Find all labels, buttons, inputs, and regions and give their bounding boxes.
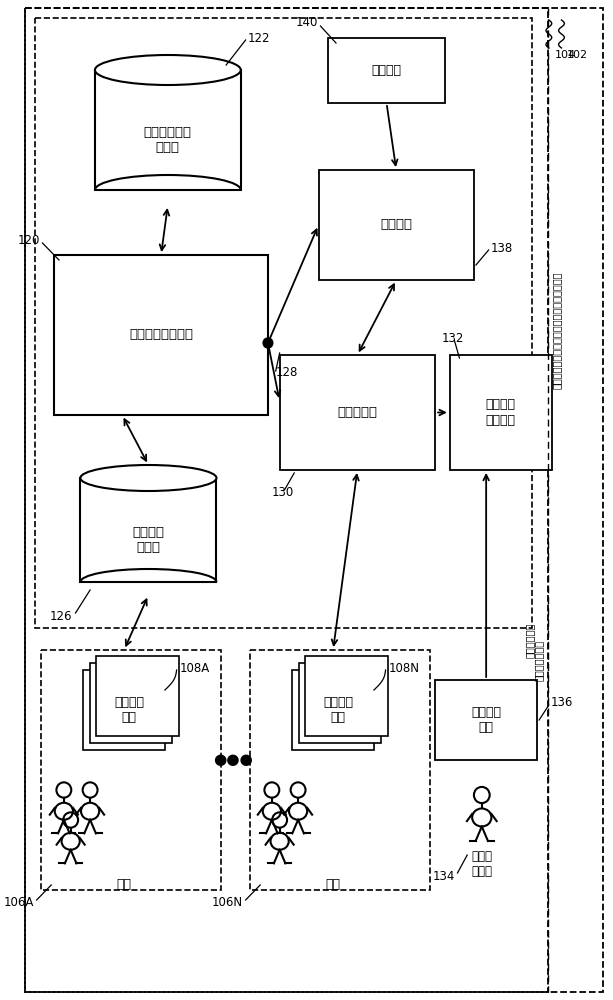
Text: 140: 140 [296,16,319,29]
Text: 租户计算
设备: 租户计算 设备 [323,696,353,724]
Bar [25,8,548,992]
Text: 关联服务: 关联服务 [380,219,413,232]
Text: 134: 134 [432,869,455,882]
Text: 120: 120 [18,233,40,246]
Text: 104: 104 [555,50,576,60]
Text: 云服务
工程师: 云服务 工程师 [471,850,492,878]
Text: 向用于关联和可视化的其他服务显露更新日志: 向用于关联和可视化的其他服务显露更新日志 [552,271,562,389]
Bar [80,478,216,582]
Text: 租户: 租户 [116,878,132,891]
Text: 分布式计算环境: 分布式计算环境 [534,639,544,681]
Text: 108N: 108N [389,662,419,674]
Text: 可视化服务: 可视化服务 [337,406,378,419]
Text: 138: 138 [490,241,513,254]
Bar [450,355,552,470]
Text: 128: 128 [276,366,298,379]
Text: 126: 126 [50,609,72,622]
Bar [42,650,221,890]
Bar [299,663,381,743]
Text: 130: 130 [272,487,294,499]
Bar [54,255,268,415]
Ellipse shape [95,55,241,85]
Bar [305,656,388,736]
Text: 租户计算
设备: 租户计算 设备 [114,696,144,724]
Text: 132: 132 [441,332,464,344]
Bar [435,680,537,760]
Text: 106N: 106N [211,896,243,908]
Text: 租户: 租户 [326,878,341,891]
Bar [83,670,166,750]
Circle shape [263,338,273,348]
Text: 106A: 106A [3,896,34,908]
Text: 中央更新日志
存储库: 中央更新日志 存储库 [144,126,192,154]
Bar [89,663,172,743]
Text: 管理计算
设备: 管理计算 设备 [471,706,501,734]
Text: 更新日志
用户界面: 更新日志 用户界面 [485,398,516,426]
Text: 订阅数据: 订阅数据 [371,64,402,77]
Text: 映射数据
存储库: 映射数据 存储库 [132,526,164,554]
Bar [319,170,474,280]
Bar [328,38,445,103]
Text: 多租户云服务: 多租户云服务 [524,622,535,658]
Text: 中央改变管理服务: 中央改变管理服务 [129,328,193,342]
Text: 102: 102 [567,50,588,60]
Text: 122: 122 [248,31,270,44]
Text: ●●●: ●●● [213,752,253,768]
Bar [35,18,532,628]
Bar [251,650,430,890]
Bar [95,70,241,190]
Bar [96,656,179,736]
Text: 136: 136 [551,696,573,710]
Bar [280,355,435,470]
Bar [292,670,375,750]
Ellipse shape [80,465,216,491]
Text: 108A: 108A [180,662,210,674]
